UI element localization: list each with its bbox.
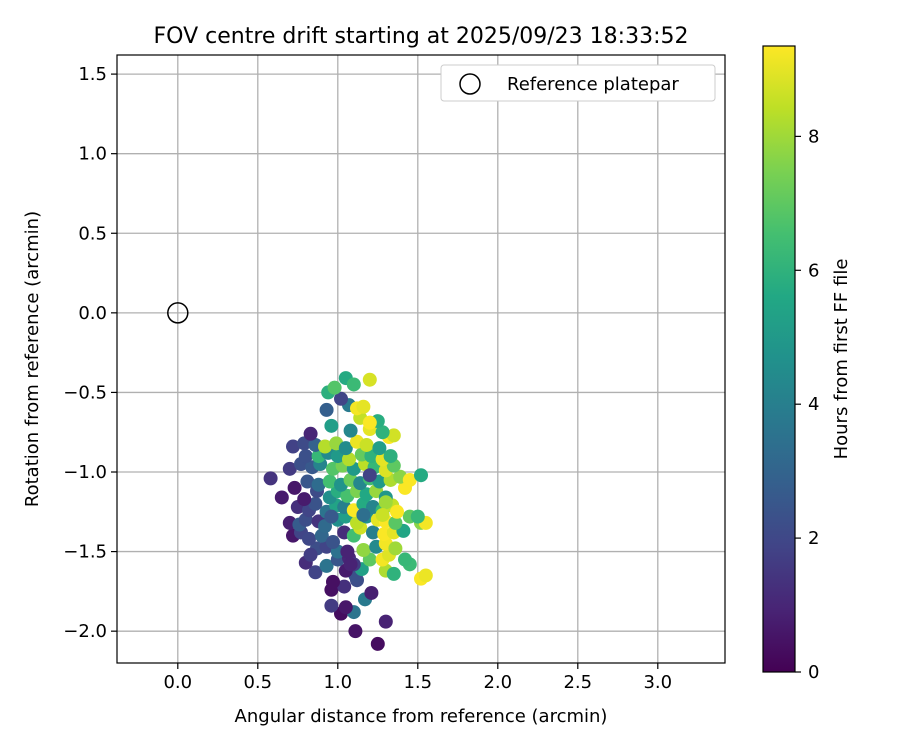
- data-point: [410, 509, 425, 524]
- data-point: [319, 402, 334, 417]
- x-tick-label: 2.0: [483, 672, 512, 693]
- legend-entry-reference-platepar: Reference platepar: [507, 74, 679, 95]
- data-point: [388, 515, 403, 530]
- data-point: [334, 391, 348, 406]
- colorbar-tick-label: 4: [808, 394, 819, 415]
- x-axis-label: Angular distance from reference (arcmin): [235, 706, 608, 727]
- data-point: [402, 472, 417, 487]
- x-axis-ticks: 0.0 0.5 1.0 1.5 2.0 2.5 3.0: [163, 663, 672, 693]
- colorbar-tick-label: 0: [808, 662, 819, 683]
- colorbar-ticks: 0 2 4 6 8: [795, 126, 819, 683]
- data-point: [308, 565, 323, 580]
- data-point: [326, 574, 340, 589]
- y-axis-label: Rotation from reference (arcmin): [22, 211, 43, 507]
- plot-frame: [116, 54, 726, 664]
- reference-platepar-marker: [167, 302, 189, 324]
- y-tick-label: 1.0: [78, 144, 107, 165]
- data-point: [370, 636, 385, 651]
- x-tick-label: 3.0: [643, 672, 672, 693]
- data-point: [372, 441, 387, 456]
- data-point: [414, 468, 428, 483]
- x-tick-label: 2.5: [563, 672, 592, 693]
- data-point: [359, 437, 374, 452]
- data-point: [362, 372, 377, 387]
- scatter-points: [263, 371, 433, 651]
- chart-title: FOV centre drift starting at 2025/09/23 …: [154, 24, 689, 49]
- y-tick-label: −1.5: [63, 542, 107, 563]
- y-tick-label: 0.0: [78, 303, 107, 324]
- data-point: [338, 441, 353, 456]
- data-point: [375, 425, 390, 440]
- data-point: [343, 423, 358, 438]
- colorbar: 0 2 4 6 8 Hours from first FF file: [762, 45, 852, 683]
- data-point: [322, 474, 337, 489]
- data-point: [327, 380, 342, 395]
- data-point: [364, 585, 379, 600]
- colorbar-gradient: [762, 45, 796, 673]
- data-point: [398, 552, 412, 567]
- data-point: [418, 568, 433, 583]
- data-point: [390, 504, 404, 519]
- data-point: [326, 535, 340, 550]
- data-point: [356, 542, 371, 557]
- data-point: [311, 477, 326, 492]
- x-tick-label: 0.5: [243, 672, 272, 693]
- x-tick-label: 1.0: [323, 672, 352, 693]
- data-point: [324, 418, 339, 433]
- data-point: [362, 415, 377, 430]
- data-point: [362, 468, 377, 483]
- data-point: [340, 544, 355, 559]
- legend-marker: [459, 73, 481, 95]
- data-point: [324, 598, 339, 613]
- data-point: [308, 496, 323, 511]
- data-point: [366, 525, 380, 540]
- data-point: [346, 377, 361, 392]
- data-point: [342, 452, 356, 467]
- legend-box: [440, 64, 716, 102]
- data-point: [302, 531, 316, 546]
- colorbar-tick-label: 8: [808, 126, 819, 147]
- legend: Reference platepar: [440, 64, 716, 102]
- y-tick-label: 1.5: [78, 64, 107, 85]
- data-point: [337, 579, 352, 594]
- data-point: [378, 614, 393, 629]
- colorbar-label: Hours from first FF file: [831, 259, 852, 460]
- data-point: [386, 566, 401, 581]
- data-point: [348, 624, 363, 639]
- data-point: [303, 547, 318, 562]
- data-point: [338, 600, 353, 615]
- colorbar-tick-label: 2: [808, 528, 819, 549]
- data-point: [298, 449, 313, 464]
- y-tick-label: −2.0: [63, 621, 107, 642]
- data-point: [297, 492, 312, 507]
- data-point: [263, 471, 278, 486]
- y-tick-label: −1.0: [63, 462, 107, 483]
- data-point: [388, 541, 403, 556]
- y-axis-ticks: 1.5 1.0 0.5 0.0 −0.5 −1.0 −1.5 −2.0: [63, 64, 117, 642]
- x-tick-label: 1.5: [403, 672, 432, 693]
- data-point: [383, 449, 398, 464]
- data-point: [287, 480, 302, 495]
- y-tick-label: −0.5: [63, 382, 107, 403]
- data-point: [386, 428, 401, 443]
- data-point: [282, 461, 297, 476]
- data-point: [274, 490, 289, 505]
- y-tick-label: 0.5: [78, 223, 107, 244]
- data-point: [378, 495, 393, 510]
- data-point: [286, 439, 300, 454]
- data-point: [300, 474, 315, 489]
- data-point: [343, 557, 358, 572]
- data-point: [356, 399, 371, 414]
- data-point: [356, 507, 371, 522]
- x-tick-label: 0.0: [163, 672, 192, 693]
- data-point: [324, 509, 339, 524]
- data-point: [303, 426, 318, 441]
- data-point: [319, 558, 334, 573]
- data-point: [375, 507, 390, 522]
- colorbar-tick-label: 6: [808, 260, 819, 281]
- data-point: [318, 439, 332, 454]
